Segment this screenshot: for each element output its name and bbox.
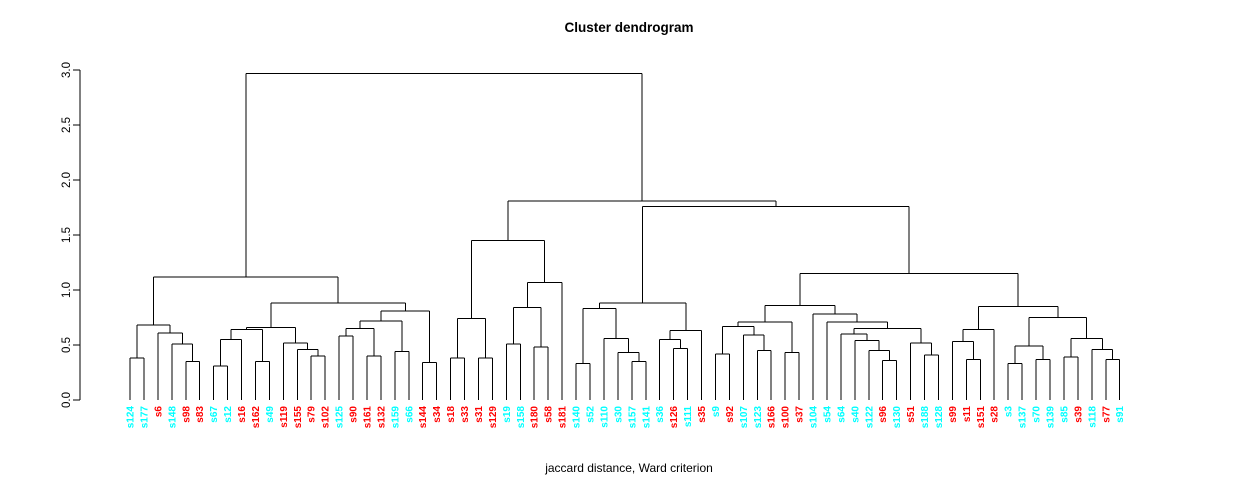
leaf-label: s151 xyxy=(976,406,987,429)
leaf-label: s111 xyxy=(683,406,694,428)
leaf-label: s162 xyxy=(251,406,262,429)
leaf-label: s49 xyxy=(265,406,276,423)
y-tick-label: 0.5 xyxy=(61,337,73,353)
leaf-label: s37 xyxy=(795,406,806,423)
leaf-label: s66 xyxy=(404,406,415,423)
leaf-label: s77 xyxy=(1101,406,1112,423)
leaf-label: s140 xyxy=(572,406,583,429)
leaf-label: s96 xyxy=(878,406,889,423)
leaf-label: s9 xyxy=(711,406,722,418)
leaf-label: s11 xyxy=(962,406,973,423)
leaf-label: s67 xyxy=(209,406,220,423)
leaf-label: s19 xyxy=(502,406,513,423)
y-tick-label: 1.5 xyxy=(61,227,73,243)
leaf-label: s141 xyxy=(641,406,652,429)
leaf-label: s118 xyxy=(1087,406,1098,428)
leaf-label: s122 xyxy=(864,406,875,429)
leaf-label: s188 xyxy=(920,406,931,429)
leaf-label: s90 xyxy=(349,406,360,423)
leaf-label: s119 xyxy=(279,406,290,428)
leaf-label: s91 xyxy=(1115,406,1126,423)
leaf-label: s125 xyxy=(335,406,346,429)
leaf-label: s16 xyxy=(237,406,248,423)
y-tick-label: 0.0 xyxy=(61,392,73,408)
leaf-label: s104 xyxy=(809,406,820,429)
leaf-label: s31 xyxy=(474,406,485,423)
leaf-label: s99 xyxy=(948,406,959,423)
leaf-label: s166 xyxy=(767,406,778,429)
leaf-label: s102 xyxy=(321,406,332,429)
leaf-label: s110 xyxy=(599,406,610,428)
leaf-label: s35 xyxy=(697,406,708,423)
leaf-label: s107 xyxy=(739,406,750,429)
leaf-label: s30 xyxy=(613,406,624,423)
leaf-label: s157 xyxy=(627,406,638,429)
leaf-label: s128 xyxy=(934,406,945,429)
leaf-label: s79 xyxy=(307,406,318,423)
leaf-label: s51 xyxy=(906,406,917,423)
leaf-label: s34 xyxy=(432,406,443,423)
y-tick-label: 2.5 xyxy=(61,117,73,133)
leaf-label: s126 xyxy=(669,406,680,429)
leaf-label: s58 xyxy=(544,406,555,423)
leaf-label: s139 xyxy=(1046,406,1057,429)
leaf-label: s64 xyxy=(836,406,847,423)
chart-title: Cluster dendrogram xyxy=(564,20,694,35)
leaf-label: s18 xyxy=(446,406,457,423)
leaf-label: s6 xyxy=(153,406,164,418)
leaf-label: s98 xyxy=(181,406,192,423)
leaf-label: s92 xyxy=(725,406,736,423)
leaf-label: s132 xyxy=(376,406,387,429)
leaf-label: s36 xyxy=(655,406,666,423)
leaf-label: s158 xyxy=(516,406,527,429)
leaf-label: s54 xyxy=(822,406,833,423)
leaf-label: s83 xyxy=(195,406,206,423)
y-tick-label: 2.0 xyxy=(61,172,73,188)
leaf-label: s159 xyxy=(390,406,401,429)
leaf-label: s124 xyxy=(126,406,137,429)
leaf-label: s155 xyxy=(293,406,304,429)
leaf-label: s123 xyxy=(753,406,764,429)
leaf-label: s144 xyxy=(418,406,429,429)
y-tick-label: 1.0 xyxy=(61,282,73,298)
leaf-label: s33 xyxy=(460,406,471,423)
leaf-label: s70 xyxy=(1032,406,1043,423)
leaf-label: s161 xyxy=(362,406,373,429)
leaf-label: s129 xyxy=(488,406,499,429)
leaf-label: s52 xyxy=(586,406,597,423)
y-tick-label: 3.0 xyxy=(61,62,73,78)
leaf-label: s148 xyxy=(167,406,178,429)
leaf-label: s181 xyxy=(558,406,569,429)
leaf-label: s3 xyxy=(1004,406,1015,418)
leaf-label: s12 xyxy=(223,406,234,423)
leaf-label: s39 xyxy=(1073,406,1084,423)
leaf-label: s177 xyxy=(139,406,150,429)
leaf-label: s130 xyxy=(892,406,903,429)
leaf-label: s28 xyxy=(990,406,1001,423)
x-axis-caption: jaccard distance, Ward criterion xyxy=(545,461,713,475)
leaf-label: s40 xyxy=(850,406,861,423)
leaf-label: s180 xyxy=(530,406,541,429)
leaf-label: s85 xyxy=(1059,406,1070,423)
leaf-label: s137 xyxy=(1018,406,1029,429)
leaf-label: s100 xyxy=(781,406,792,429)
